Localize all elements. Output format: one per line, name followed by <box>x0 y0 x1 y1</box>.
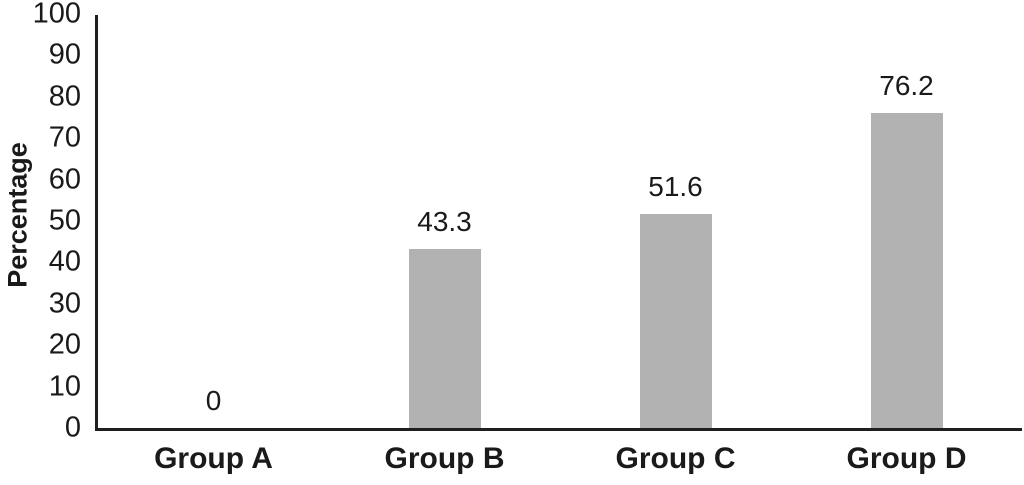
x-axis-line <box>95 428 1022 431</box>
y-tick-label: 100 <box>32 0 81 30</box>
bar <box>640 214 712 428</box>
y-axis-line <box>95 15 98 429</box>
x-category-label: Group A <box>154 442 273 475</box>
x-category-label: Group D <box>846 442 967 475</box>
y-tick-label: 70 <box>48 121 81 154</box>
bar-value-label: 0 <box>205 385 222 416</box>
y-tick-label: 10 <box>48 370 81 403</box>
bar-value-label: 76.2 <box>879 70 934 101</box>
y-tick-label: 90 <box>48 38 81 71</box>
y-tick-label: 40 <box>48 245 81 278</box>
y-tick-label: 80 <box>48 80 81 113</box>
bar-value-label: 51.6 <box>648 171 703 202</box>
bar <box>871 113 943 428</box>
y-tick-label: 20 <box>48 328 81 361</box>
y-tick-label: 0 <box>64 411 81 444</box>
y-tick-label: 50 <box>48 204 81 237</box>
bar-value-label: 43.3 <box>417 206 472 237</box>
y-tick-label: 60 <box>48 163 81 196</box>
x-category-label: Group C <box>615 442 736 475</box>
y-axis-title: Percentage <box>2 142 33 288</box>
y-tick-label: 30 <box>48 287 81 320</box>
x-category-label: Group B <box>384 442 505 475</box>
bar <box>409 249 481 428</box>
